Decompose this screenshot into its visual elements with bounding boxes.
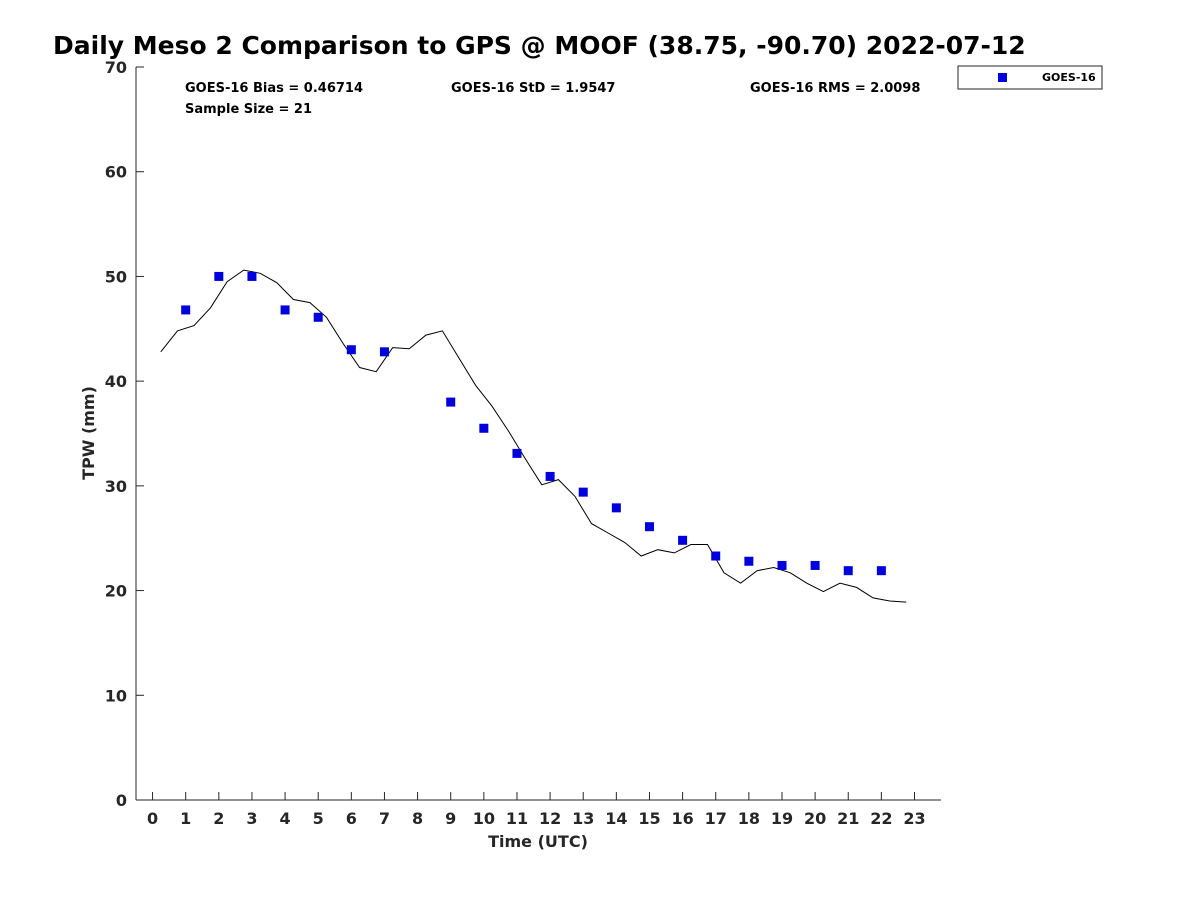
y-tick-label: 70 (105, 58, 127, 77)
data-point (545, 471, 555, 481)
legend-goes16-marker (998, 73, 1007, 82)
data-point (379, 347, 389, 357)
std-annotation: GOES-16 StD = 1.9547 (451, 81, 615, 96)
x-tick-label: 16 (671, 809, 693, 828)
x-tick-label: 13 (572, 809, 594, 828)
x-tick-label: 10 (473, 809, 495, 828)
x-tick-label: 15 (638, 809, 660, 828)
legend: GOES-16 (957, 65, 1103, 90)
data-point (346, 345, 356, 355)
stats-annotations: GOES-16 Bias = 0.46714 Sample Size = 21 … (185, 81, 920, 117)
legend-box (957, 65, 1103, 90)
data-point (711, 551, 721, 561)
data-point (744, 556, 754, 566)
x-tick-label: 9 (445, 809, 456, 828)
x-tick-label: 0 (147, 809, 158, 828)
bias-annotation: GOES-16 Bias = 0.46714 (185, 81, 363, 96)
data-point (313, 312, 323, 322)
x-tick-label: 14 (605, 809, 627, 828)
y-tick-label: 10 (105, 686, 127, 705)
data-point (247, 271, 257, 281)
gps-line-series (160, 269, 907, 603)
rms-annotation: GOES-16 RMS = 2.0098 (750, 81, 920, 96)
y-tick-label: 20 (105, 582, 127, 601)
x-tick-label: 11 (506, 809, 528, 828)
x-tick-label: 2 (213, 809, 224, 828)
data-point (611, 503, 621, 513)
x-tick-label: 17 (705, 809, 727, 828)
x-tick-label: 23 (903, 809, 925, 828)
y-tick-label: 50 (105, 267, 127, 286)
y-axis-label: TPW (mm) (79, 386, 98, 480)
x-tick-label: 12 (539, 809, 561, 828)
x-tick-label: 5 (313, 809, 324, 828)
x-tick-label: 21 (837, 809, 859, 828)
data-point (512, 448, 522, 458)
y-tick-label: 60 (105, 163, 127, 182)
y-tick-label: 40 (105, 372, 127, 391)
y-tick-label: 30 (105, 477, 127, 496)
chart-title: Daily Meso 2 Comparison to GPS @ MOOF (3… (53, 31, 1026, 60)
x-tick-label: 8 (412, 809, 423, 828)
y-tick-label: 0 (116, 791, 127, 810)
data-point (644, 522, 654, 532)
data-point (678, 535, 688, 545)
x-tick-label: 19 (771, 809, 793, 828)
data-point (578, 487, 588, 497)
data-point (843, 566, 853, 576)
x-tick-label: 1 (180, 809, 191, 828)
x-tick-label: 3 (246, 809, 257, 828)
data-point (446, 397, 456, 407)
goes16-marker-series (181, 271, 886, 576)
series-line (160, 269, 907, 603)
data-point (777, 560, 787, 570)
x-tick-label: 7 (379, 809, 390, 828)
x-axis-label: Time (UTC) (488, 832, 588, 851)
y-ticks: 0 10 20 30 40 50 60 70 (105, 58, 144, 810)
data-point (214, 271, 224, 281)
data-point (479, 423, 489, 433)
x-tick-label: 6 (346, 809, 357, 828)
x-tick-label: 20 (804, 809, 826, 828)
data-point (181, 305, 191, 315)
x-tick-label: 18 (738, 809, 760, 828)
plot-axes (135, 67, 941, 801)
x-ticks: 0 1 2 3 4 5 6 7 8 9 10 11 12 13 14 15 16 17 18 19 20 21 22 23 (147, 792, 926, 828)
data-point (876, 566, 886, 576)
data-point (810, 560, 820, 570)
legend-goes16-label: GOES-16 (1042, 71, 1096, 84)
x-tick-label: 4 (280, 809, 291, 828)
x-tick-label: 22 (870, 809, 892, 828)
data-point (280, 305, 290, 315)
sample-size-annotation: Sample Size = 21 (185, 102, 312, 117)
